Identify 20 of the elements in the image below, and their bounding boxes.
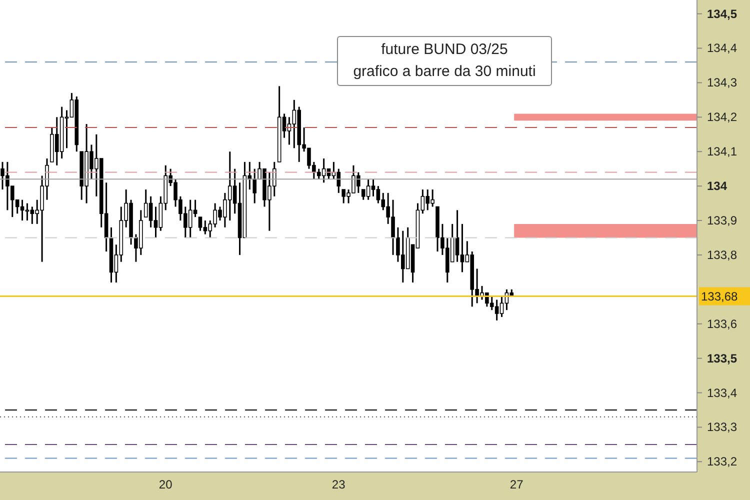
text: grafico a barre da 30 minuti <box>352 62 537 82</box>
text: future BUND 03/25 <box>380 40 509 60</box>
x-tick-label: 27 <box>510 478 524 492</box>
y-tick-label: 133,2 <box>707 454 738 469</box>
y-tick-label: 134,1 <box>707 144 738 159</box>
y-tick-label: 133,3 <box>707 420 738 434</box>
y-tick-label: 133,9 <box>707 213 738 228</box>
y-tick-label: 134,5 <box>707 6 738 21</box>
y-tick-label: 134,3 <box>707 76 738 90</box>
y-tick-label: 133,8 <box>707 248 738 262</box>
y-tick-label: 133,4 <box>707 386 738 400</box>
candlestick <box>252 168 257 204</box>
y-tick-label: 133,6 <box>707 316 738 331</box>
y-tick-label: 134,2 <box>707 110 738 124</box>
x-tick-label: 23 <box>332 478 346 492</box>
x-tick-label: 20 <box>158 478 173 492</box>
y-tick-label: 134 <box>707 179 728 194</box>
ref-line-label: 133,68 <box>701 289 738 304</box>
y-tick-label: 134,4 <box>707 41 738 56</box>
y-tick-label: 133,5 <box>707 351 738 366</box>
